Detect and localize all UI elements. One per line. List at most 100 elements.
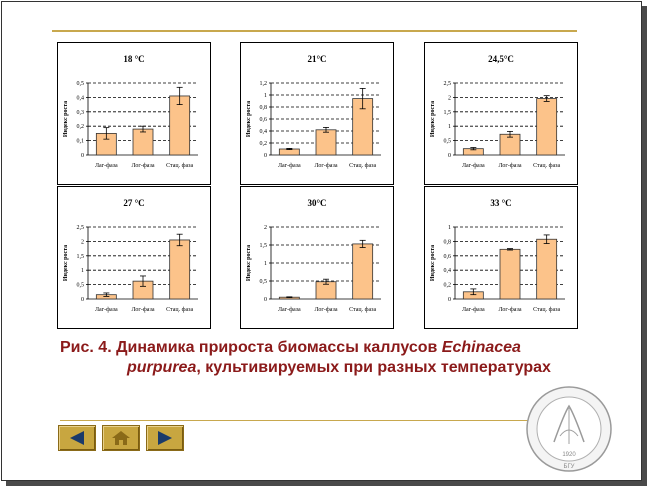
chart-4: 27 °C Индекс роста 0 0,5 1 1,5 2 2,5 Лаг-фаза Лог… [63,198,198,313]
forward-button[interactable] [146,425,184,451]
x-tick-label: Лаг-фаза [95,162,118,169]
chart-title: 27 °C [123,198,144,208]
y-axis-label: Индекс роста [430,101,436,137]
x-tick-label: Лог-фаза [499,162,522,169]
x-tick-label: Лаг-фаза [462,162,485,169]
x-tick-label: Лог-фаза [499,306,522,313]
caption-species: purpurea [127,359,197,376]
forward-arrow-icon [158,431,172,445]
x-tick-label: Лог-фаза [132,306,155,313]
bar [315,129,337,156]
bar [536,98,558,156]
chart-panel-1: 18 °C Индекс роста 0 0,1 0,2 0,3 0,4 0,5 Лаг-фаз… [57,42,211,185]
y-tick-label: 0 [448,297,451,303]
y-tick-label: 1 [81,268,84,274]
x-tick-label: Лаг-фаза [278,306,301,313]
chart-6: 33 °C Индекс роста 0 0,2 0,4 0,6 0,8 1 Лаг-фаза Л… [430,198,565,313]
bar [536,238,558,300]
y-tick-label: 0,2 [444,283,452,289]
chart-panel-6: 33 °C Индекс роста 0 0,2 0,4 0,6 0,8 1 Лаг-фаза Л… [424,186,578,329]
x-tick-label: Стац. фаза [533,162,560,169]
y-tick-label: 2,5 [77,225,85,231]
emblem-initials: БГУ [564,464,575,470]
chart-1: 18 °C Индекс роста 0 0,1 0,2 0,3 0,4 0,5 Лаг-фаз… [63,54,198,169]
chart-5: 30°C Индекс роста 0 0,5 1 1,5 2 Лаг-фаза Лог-фаз… [246,198,381,313]
y-tick-label: 0,4 [77,95,85,101]
chart-panel-5: 30°C Индекс роста 0 0,5 1 1,5 2 Лаг-фаза Лог-фаз… [240,186,394,329]
caption-text-2: , культивируемых при разных температурах [196,359,551,376]
chart-title: 18 °C [123,54,144,64]
caption-text-1: Рис. 4. Динамика прироста биомассы каллу… [60,339,442,356]
y-tick-label: 0,4 [260,129,268,135]
y-tick-label: 0,2 [260,141,268,147]
chart-title: 30°C [307,198,326,208]
top-divider [52,30,577,32]
chart-title: 21°C [307,54,326,64]
y-axis-label: Индекс роста [246,101,252,137]
y-tick-label: 0,8 [260,105,268,111]
caption-genus: Echinacea [441,339,521,356]
x-tick-label: Стац. фаза [533,306,560,313]
x-tick-label: Стац. фаза [166,162,193,169]
y-tick-label: 1,5 [260,243,268,249]
y-tick-label: 0,5 [260,279,268,285]
y-axis-label: Индекс роста [430,245,436,281]
y-tick-label: 0,5 [444,139,452,145]
x-tick-label: Лаг-фаза [462,306,485,313]
back-button[interactable] [58,425,96,451]
y-tick-label: 2 [81,239,84,245]
x-tick-label: Стац. фаза [349,306,376,313]
y-tick-label: 1,5 [444,110,452,116]
y-tick-label: 0 [448,153,451,159]
y-axis-label: Индекс роста [63,101,69,137]
chart-3: 24,5°C Индекс роста 0 0,5 1 1,5 2 2,5 Лаг-фаза Ло… [430,54,565,169]
y-tick-label: 1 [264,93,267,99]
back-arrow-icon [70,431,84,445]
slide-shadow-right [642,6,647,482]
y-tick-label: 0,3 [77,110,85,116]
emblem-year: 1920 [562,452,576,458]
chart-title: 24,5°C [488,54,514,64]
y-axis-label: Индекс роста [63,245,69,281]
chart-panel-3: 24,5°C Индекс роста 0 0,5 1 1,5 2 2,5 Лаг-фаза Ло… [424,42,578,185]
y-tick-label: 2 [448,95,451,101]
slide-shadow-bottom [6,480,647,486]
y-tick-label: 1,2 [260,81,268,87]
y-tick-label: 1,5 [77,254,85,260]
figure-caption: Рис. 4. Динамика прироста биомассы каллу… [60,338,600,378]
y-tick-label: 0 [81,153,84,159]
x-tick-label: Стац. фаза [349,162,376,169]
y-tick-label: 0,5 [77,283,85,289]
y-tick-label: 0,1 [77,139,85,145]
chart-2: 21°C Индекс роста 0 0,2 0,4 0,6 0,8 1 1,2 Лаг-фаз… [246,54,381,169]
home-button[interactable] [102,425,140,451]
y-axis-label: Индекс роста [246,245,252,281]
bar [169,239,191,300]
x-tick-label: Лог-фаза [315,306,338,313]
y-tick-label: 2 [264,225,267,231]
y-tick-label: 0,5 [77,81,85,87]
y-tick-label: 0,4 [444,268,452,274]
bar [352,243,374,300]
bar [132,128,154,156]
chart-title: 33 °C [490,198,511,208]
x-tick-label: Лог-фаза [315,162,338,169]
y-tick-label: 0,6 [260,117,268,123]
y-tick-label: 0 [264,153,267,159]
y-tick-label: 0,8 [444,239,452,245]
y-tick-label: 1 [448,225,451,231]
x-tick-label: Стац. фаза [166,306,193,313]
y-tick-label: 0,6 [444,254,452,260]
y-tick-label: 2,5 [444,81,452,87]
x-tick-label: Лаг-фаза [95,306,118,313]
bar [499,248,521,300]
y-tick-label: 0 [264,297,267,303]
x-tick-label: Лог-фаза [132,162,155,169]
y-tick-label: 1 [448,124,451,130]
y-tick-label: 0,2 [77,124,85,130]
y-tick-label: 0 [81,297,84,303]
university-emblem: 1920 БГУ [526,386,612,472]
bottom-divider [60,420,600,421]
chart-panel-2: 21°C Индекс роста 0 0,2 0,4 0,6 0,8 1 1,2 Лаг-фаз… [240,42,394,185]
x-tick-label: Лаг-фаза [278,162,301,169]
